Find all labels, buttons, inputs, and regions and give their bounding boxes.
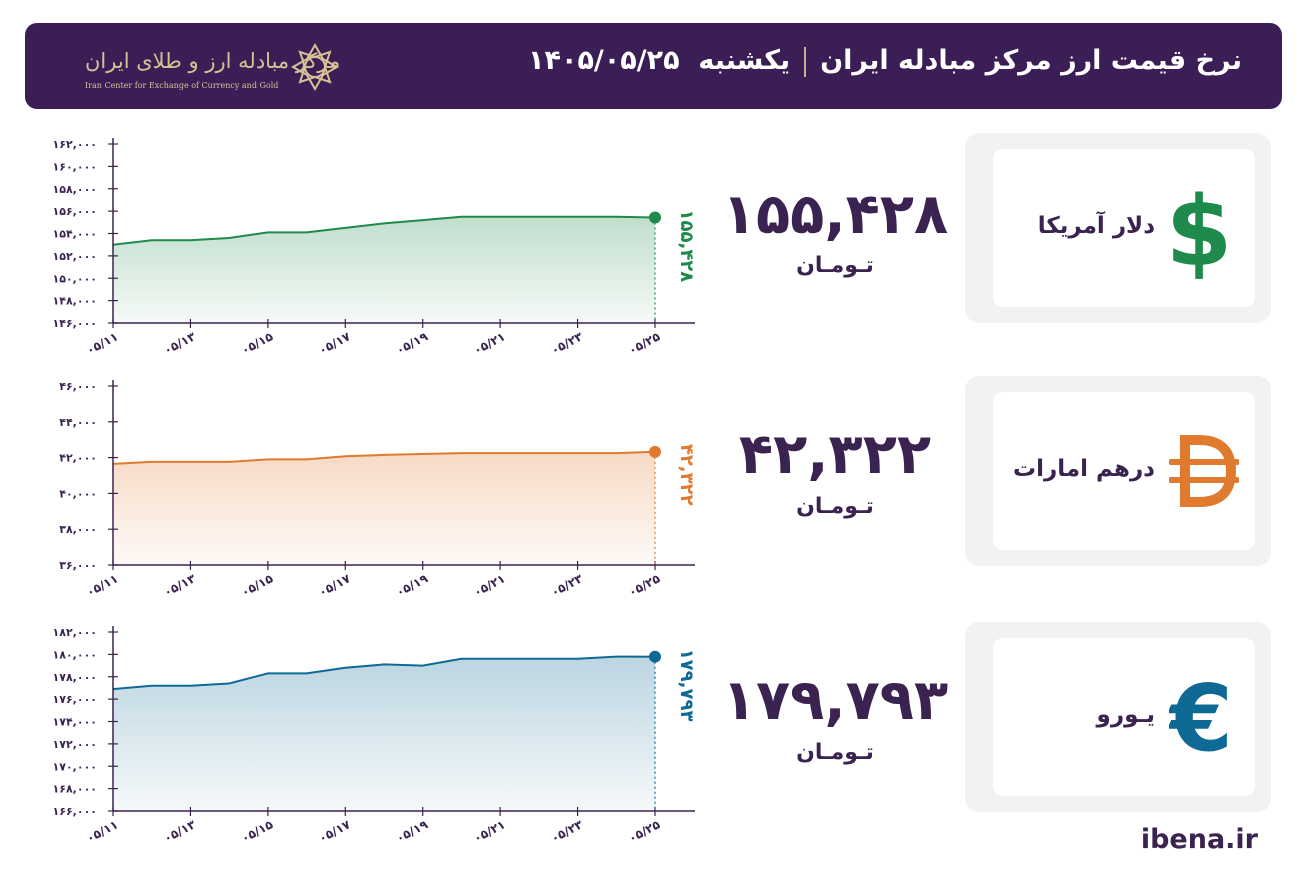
y-tick-label: ۱۷۸,۰۰۰ <box>53 671 97 684</box>
x-tick-label: ۰۵/۱۷ <box>316 571 353 599</box>
y-tick-label: ۱۶۶,۰۰۰ <box>53 805 97 818</box>
eur-unit: تـومـان <box>796 740 874 765</box>
chart-area <box>113 451 655 565</box>
last-value-label: ۱۵۵,۴۲۸ <box>676 210 697 283</box>
x-tick-label: ۰۵/۱۱ <box>84 329 120 357</box>
logo-subtitle: Iran Center for Exchange of Currency and… <box>85 81 279 90</box>
svg-text:$: $ <box>1169 183 1229 279</box>
y-tick-label: ۱۵۴,۰۰۰ <box>53 228 97 241</box>
logo-emblem-icon <box>290 42 340 92</box>
usd-name: دلار آمریکا <box>1037 213 1155 239</box>
x-tick-label: ۰۵/۲۵ <box>626 817 662 845</box>
y-tick-label: ۱۶۰,۰۰۰ <box>53 160 97 173</box>
y-tick-label: ۱۵۶,۰۰۰ <box>53 205 97 218</box>
title-separator <box>804 46 807 77</box>
eur-name: یـورو <box>1096 702 1155 728</box>
x-tick-label: ۰۵/۲۳ <box>549 571 586 599</box>
x-tick-label: ۰۵/۱۵ <box>239 817 275 845</box>
usd-chart: ۱۶۲,۰۰۰ ۱۶۰,۰۰۰ ۱۵۸,۰۰۰ ۱۵۶,۰۰۰ ۱۵۴,۰۰۰ ۱۵۲,۰… <box>53 138 697 357</box>
x-tick-label: ۰۵/۱۱ <box>84 817 120 845</box>
x-tick-label: ۰۵/۱۹ <box>394 571 431 599</box>
aed-price: ۴۲,۳۲۲ <box>738 422 932 487</box>
dirham-icon <box>1169 435 1239 507</box>
usd-card: دلار آمریکا $ <box>965 133 1271 323</box>
y-tick-label: ۱۴۶,۰۰۰ <box>53 317 97 330</box>
usd-unit: تـومـان <box>796 253 874 278</box>
usd-card-inner: دلار آمریکا $ <box>993 149 1255 307</box>
last-point-marker <box>649 445 661 458</box>
aed-card-inner: درهم امارات <box>993 392 1255 550</box>
y-tick-label: ۳۶,۰۰۰ <box>59 559 97 572</box>
x-tick-label: ۰۵/۱۷ <box>316 817 353 845</box>
y-tick-label: ۱۵۰,۰۰۰ <box>53 272 97 285</box>
euro-icon: € <box>1169 672 1233 762</box>
y-tick-label: ۱۸۲,۰۰۰ <box>53 626 97 639</box>
y-tick-label: ۱۶۸,۰۰۰ <box>53 783 97 796</box>
chart-area <box>113 216 655 323</box>
y-tick-label: ۴۴,۰۰۰ <box>59 416 97 429</box>
y-tick-label: ۴۶,۰۰۰ <box>59 380 97 393</box>
logo: مرکز مبادله ارز و طلای ایران Iran Center… <box>61 37 340 97</box>
aed-chart: ۴۶,۰۰۰۴۴,۰۰۰۴۲,۰۰۰۴۰,۰۰۰۳۸,۰۰۰۳۶,۰۰۰۰۵/۱… <box>59 380 697 599</box>
x-tick-label: ۰۵/۱۳ <box>162 817 199 845</box>
y-tick-label: ۱۷۰,۰۰۰ <box>53 760 97 773</box>
y-tick-label: ۱۷۶,۰۰۰ <box>53 693 97 706</box>
y-tick-label: ۱۴۸,۰۰۰ <box>53 295 97 308</box>
chart-area <box>113 656 655 811</box>
x-tick-label: ۰۵/۱۵ <box>239 329 275 357</box>
x-tick-label: ۰۵/۱۷ <box>316 329 353 357</box>
day-text: یکشنبه <box>698 45 791 76</box>
dollar-icon: $ <box>1169 183 1229 279</box>
y-tick-label: ۴۲,۰۰۰ <box>59 452 97 465</box>
x-tick-label: ۰۵/۱۳ <box>162 571 199 599</box>
x-tick-label: ۰۵/۱۹ <box>394 817 431 845</box>
last-value-label: ۱۷۹,۷۹۳ <box>676 649 697 722</box>
y-tick-label: ۱۵۲,۰۰۰ <box>53 250 97 263</box>
title-text: نرخ قیمت ارز مرکز مبادله ایران <box>820 45 1242 76</box>
x-tick-label: ۰۵/۲۳ <box>549 329 586 357</box>
date-text: ۱۴۰۵/۰۵/۲۵ <box>528 45 680 76</box>
series-line <box>112 655 656 691</box>
last-value-label: ۴۲,۳۲۲ <box>676 444 697 506</box>
site-url: ibena.ir <box>1140 824 1258 855</box>
series-line <box>112 450 656 465</box>
eur-card-inner: یـورو € <box>993 638 1255 796</box>
aed-name: درهم امارات <box>1012 456 1155 482</box>
x-tick-label: ۰۵/۲۱ <box>471 571 507 599</box>
usd-price: ۱۵۵,۴۲۸ <box>721 182 949 247</box>
page-title: نرخ قیمت ارز مرکز مبادله ایران یکشنبه ۱۴۰… <box>528 45 1242 77</box>
x-tick-label: ۰۵/۱۹ <box>394 329 431 357</box>
y-tick-label: ۱۸۰,۰۰۰ <box>53 648 97 661</box>
x-tick-label: ۰۵/۲۵ <box>626 329 662 357</box>
series-line <box>112 215 656 246</box>
last-point-marker <box>649 211 661 224</box>
y-tick-label: ۱۷۲,۰۰۰ <box>53 738 97 751</box>
x-tick-label: ۰۵/۱۳ <box>162 329 199 357</box>
x-tick-label: ۰۵/۱۵ <box>239 571 275 599</box>
svg-text:€: € <box>1169 672 1233 762</box>
x-tick-label: ۰۵/۱۱ <box>84 571 120 599</box>
y-tick-label: ۱۶۲,۰۰۰ <box>53 138 97 151</box>
x-tick-label: ۰۵/۲۵ <box>626 571 662 599</box>
aed-card: درهم امارات <box>965 376 1271 566</box>
y-tick-label: ۱۷۴,۰۰۰ <box>53 716 97 729</box>
eur-price: ۱۷۹,۷۹۳ <box>721 668 949 733</box>
y-tick-label: ۴۰,۰۰۰ <box>59 487 97 500</box>
aed-unit: تـومـان <box>796 494 874 519</box>
y-tick-label: ۳۸,۰۰۰ <box>59 523 97 536</box>
eur-chart: ۱۸۲,۰۰۰ ۱۸۰,۰۰۰ ۱۷۸,۰۰۰ ۱۷۶,۰۰۰ ۱۷۴,۰۰۰ ۱۷۲,۰… <box>53 626 697 845</box>
x-tick-label: ۰۵/۲۱ <box>471 817 507 845</box>
last-point-marker <box>649 650 661 663</box>
y-tick-label: ۱۵۸,۰۰۰ <box>53 183 97 196</box>
eur-card: یـورو € <box>965 622 1271 812</box>
x-tick-label: ۰۵/۲۱ <box>471 329 507 357</box>
header-bar: مرکز مبادله ارز و طلای ایران Iran Center… <box>25 23 1282 109</box>
x-tick-label: ۰۵/۲۳ <box>549 817 586 845</box>
